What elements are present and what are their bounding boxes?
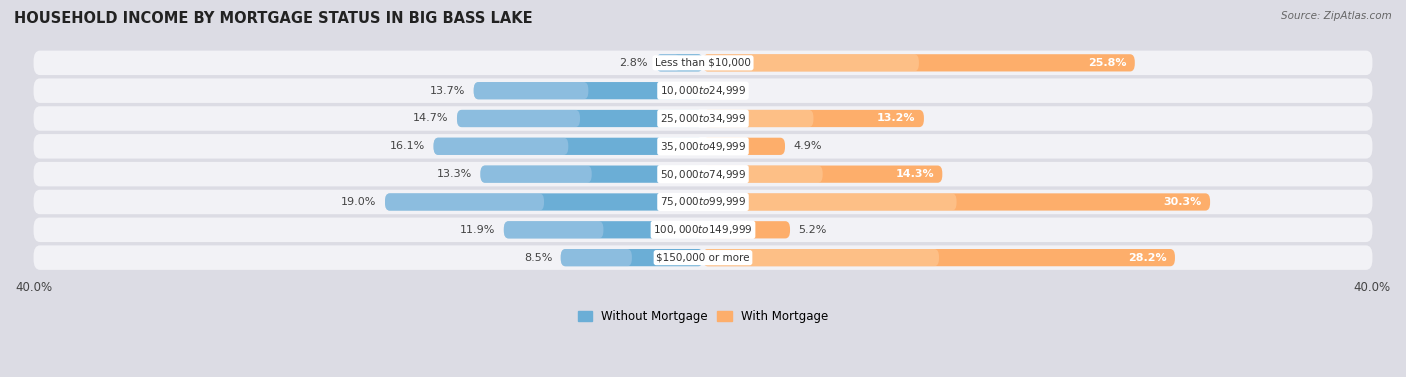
- FancyBboxPatch shape: [503, 221, 603, 238]
- Text: HOUSEHOLD INCOME BY MORTGAGE STATUS IN BIG BASS LAKE: HOUSEHOLD INCOME BY MORTGAGE STATUS IN B…: [14, 11, 533, 26]
- FancyBboxPatch shape: [34, 218, 1372, 242]
- FancyBboxPatch shape: [703, 166, 823, 183]
- Text: 14.3%: 14.3%: [896, 169, 934, 179]
- FancyBboxPatch shape: [474, 82, 703, 99]
- Text: 4.9%: 4.9%: [793, 141, 823, 151]
- Text: $75,000 to $99,999: $75,000 to $99,999: [659, 196, 747, 208]
- FancyBboxPatch shape: [481, 166, 592, 183]
- Text: $150,000 or more: $150,000 or more: [657, 253, 749, 263]
- FancyBboxPatch shape: [385, 193, 703, 211]
- Text: 11.9%: 11.9%: [460, 225, 495, 235]
- FancyBboxPatch shape: [703, 193, 1211, 211]
- Text: $10,000 to $24,999: $10,000 to $24,999: [659, 84, 747, 97]
- FancyBboxPatch shape: [481, 166, 703, 183]
- FancyBboxPatch shape: [457, 110, 703, 127]
- Text: Source: ZipAtlas.com: Source: ZipAtlas.com: [1281, 11, 1392, 21]
- FancyBboxPatch shape: [34, 134, 1372, 159]
- FancyBboxPatch shape: [34, 162, 1372, 186]
- FancyBboxPatch shape: [703, 166, 942, 183]
- FancyBboxPatch shape: [703, 221, 747, 238]
- FancyBboxPatch shape: [34, 106, 1372, 131]
- Text: $100,000 to $149,999: $100,000 to $149,999: [654, 223, 752, 236]
- FancyBboxPatch shape: [34, 78, 1372, 103]
- Text: 30.3%: 30.3%: [1164, 197, 1202, 207]
- FancyBboxPatch shape: [34, 245, 1372, 270]
- Text: 19.0%: 19.0%: [342, 197, 377, 207]
- Text: 28.2%: 28.2%: [1128, 253, 1167, 263]
- FancyBboxPatch shape: [657, 54, 679, 72]
- FancyBboxPatch shape: [561, 249, 631, 266]
- FancyBboxPatch shape: [433, 138, 703, 155]
- Text: 16.1%: 16.1%: [389, 141, 425, 151]
- Text: 13.7%: 13.7%: [430, 86, 465, 96]
- FancyBboxPatch shape: [433, 138, 568, 155]
- FancyBboxPatch shape: [703, 221, 790, 238]
- Text: 2.8%: 2.8%: [619, 58, 648, 68]
- Text: 25.8%: 25.8%: [1088, 58, 1126, 68]
- FancyBboxPatch shape: [703, 54, 920, 72]
- Text: $35,000 to $49,999: $35,000 to $49,999: [659, 140, 747, 153]
- FancyBboxPatch shape: [703, 54, 1135, 72]
- FancyBboxPatch shape: [385, 193, 544, 211]
- FancyBboxPatch shape: [703, 249, 939, 266]
- Text: Less than $10,000: Less than $10,000: [655, 58, 751, 68]
- FancyBboxPatch shape: [34, 190, 1372, 214]
- FancyBboxPatch shape: [703, 249, 1175, 266]
- FancyBboxPatch shape: [703, 110, 924, 127]
- FancyBboxPatch shape: [457, 110, 581, 127]
- Legend: Without Mortgage, With Mortgage: Without Mortgage, With Mortgage: [574, 305, 832, 328]
- Text: 8.5%: 8.5%: [524, 253, 553, 263]
- FancyBboxPatch shape: [474, 82, 588, 99]
- FancyBboxPatch shape: [503, 221, 703, 238]
- FancyBboxPatch shape: [657, 54, 703, 72]
- Text: 0.0%: 0.0%: [711, 86, 740, 96]
- Text: 13.3%: 13.3%: [437, 169, 472, 179]
- FancyBboxPatch shape: [561, 249, 703, 266]
- FancyBboxPatch shape: [703, 138, 785, 155]
- Text: 5.2%: 5.2%: [799, 225, 827, 235]
- Text: $25,000 to $34,999: $25,000 to $34,999: [659, 112, 747, 125]
- FancyBboxPatch shape: [703, 110, 814, 127]
- FancyBboxPatch shape: [703, 138, 744, 155]
- Text: $50,000 to $74,999: $50,000 to $74,999: [659, 168, 747, 181]
- Text: 14.7%: 14.7%: [413, 113, 449, 124]
- FancyBboxPatch shape: [34, 51, 1372, 75]
- Text: 13.2%: 13.2%: [877, 113, 915, 124]
- FancyBboxPatch shape: [703, 193, 956, 211]
